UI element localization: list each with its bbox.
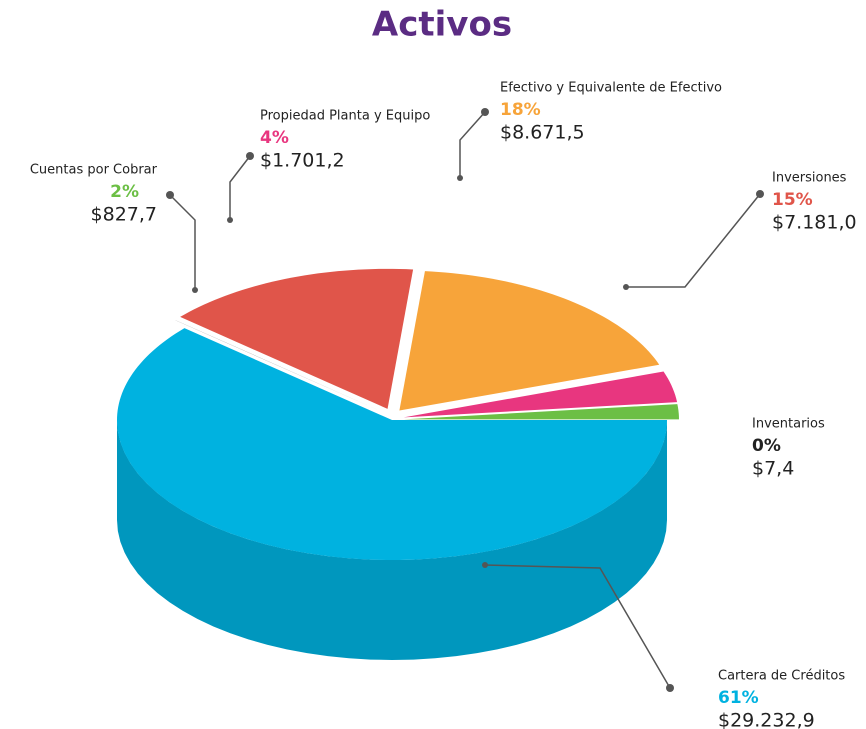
value-label: $8.671,5	[500, 122, 585, 144]
leader-dot	[623, 284, 629, 290]
leader-line	[229, 155, 251, 220]
value-label: $7,4	[752, 458, 794, 480]
leader-dot	[482, 562, 488, 568]
percent-label: 0%	[752, 436, 781, 456]
percent-label: 18%	[500, 100, 541, 120]
slice-label: Efectivo y Equivalente de Efectivo	[500, 81, 722, 96]
percent-label: 4%	[260, 128, 289, 148]
slice	[180, 268, 414, 409]
leader-dot	[756, 190, 764, 198]
slice	[175, 320, 383, 413]
leader-line	[626, 193, 761, 288]
slice-label: Cartera de Créditos	[718, 669, 845, 684]
percent-label: 61%	[718, 688, 759, 708]
slice	[403, 404, 679, 420]
value-label: $1.701,2	[260, 150, 345, 172]
chart-title: Activos	[372, 5, 512, 45]
value-label: $29.232,9	[718, 710, 815, 729]
percent-label: 2%	[110, 182, 139, 202]
leader-line	[169, 194, 196, 290]
value-label: $7.181,0	[772, 212, 857, 234]
leader-dot	[666, 684, 674, 692]
leader-dot	[227, 217, 233, 223]
slice-label: Inventarios	[752, 417, 825, 432]
value-label: $827,7	[91, 204, 157, 226]
slice-label: Cuentas por Cobrar	[30, 163, 158, 178]
slice	[399, 271, 660, 411]
percent-label: 15%	[772, 190, 813, 210]
leader-dot	[481, 108, 489, 116]
leader-line	[484, 564, 671, 689]
leader-dot	[246, 152, 254, 160]
leader-dot	[192, 287, 198, 293]
slice	[403, 371, 678, 418]
leader-line	[459, 111, 486, 178]
slice-label: Propiedad Planta y Equipo	[260, 109, 430, 124]
leader-dot	[457, 175, 463, 181]
slice	[117, 328, 667, 560]
slice-wall	[117, 420, 667, 660]
leader-dot	[166, 191, 174, 199]
slice-label: Inversiones	[772, 171, 847, 186]
